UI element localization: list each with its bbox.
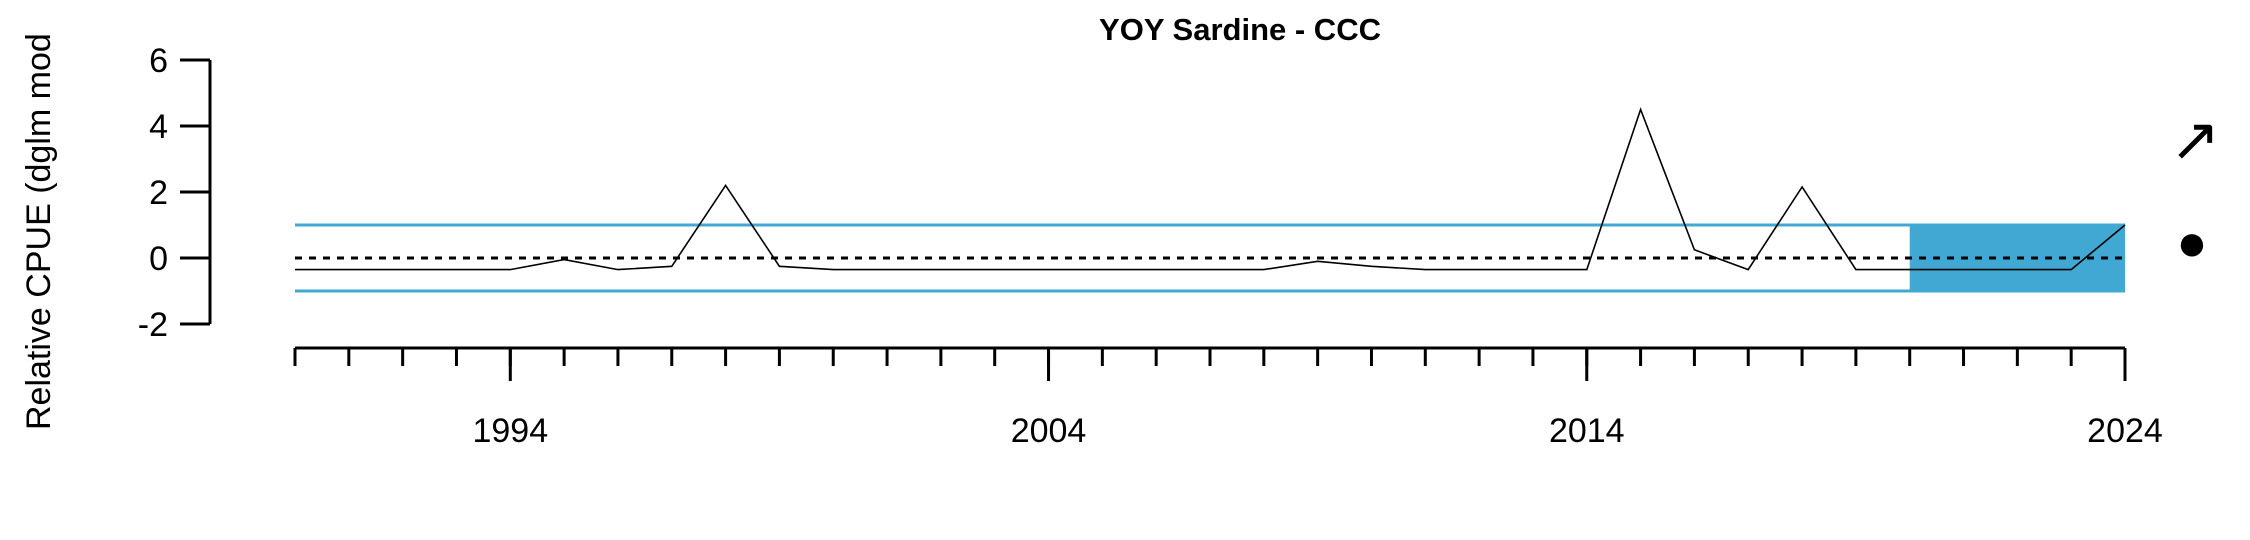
plot-area: -2 0 2 4 6 1994 2004 2014 2024 bbox=[138, 42, 2163, 450]
chart-title: YOY Sardine - CCC bbox=[1099, 12, 1381, 47]
y-tick-label: -2 bbox=[138, 306, 168, 344]
y-tick-label: 2 bbox=[149, 174, 168, 212]
y-tick-label: 4 bbox=[149, 108, 168, 146]
x-tick-label: 2024 bbox=[2087, 412, 2163, 450]
y-tick-label: 0 bbox=[149, 240, 168, 278]
x-tick-label: 2004 bbox=[1011, 412, 1087, 450]
x-tick-label: 2014 bbox=[1549, 412, 1625, 450]
status-icon: ● bbox=[2176, 214, 2207, 272]
trend-icon: ↗ bbox=[2170, 106, 2220, 173]
x-tick-label: 1994 bbox=[472, 412, 548, 450]
cpue-series-line bbox=[295, 107, 2126, 271]
y-tick-label: 6 bbox=[149, 42, 168, 80]
y-axis-label: Relative CPUE (dglm mod bbox=[20, 33, 58, 430]
